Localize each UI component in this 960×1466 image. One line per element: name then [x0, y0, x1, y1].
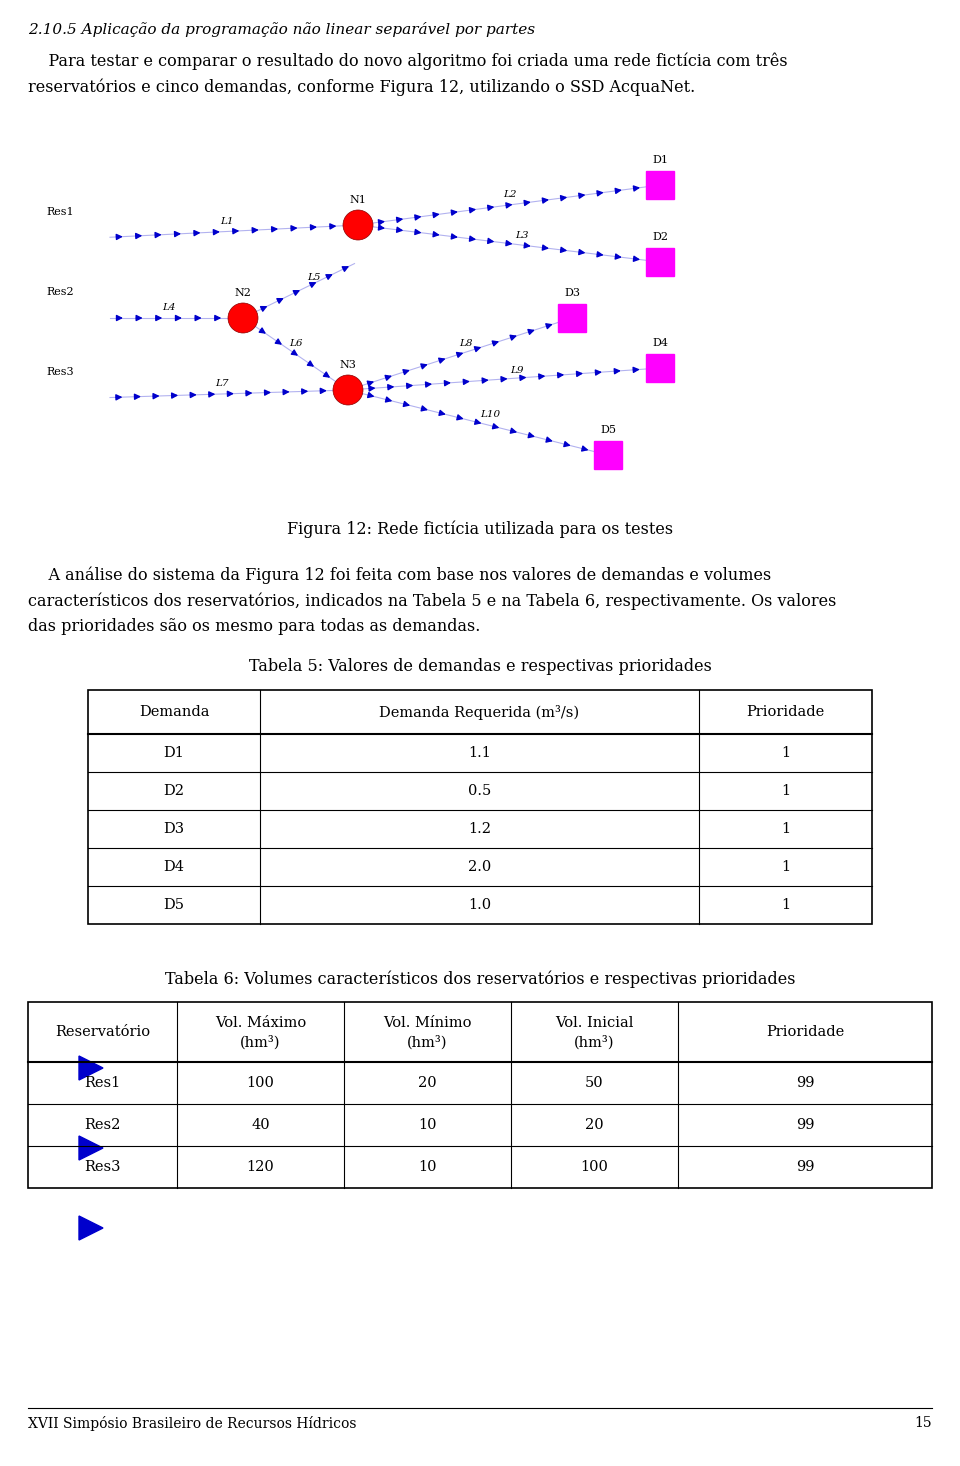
Bar	[88, 690, 872, 924]
Text: 40: 40	[252, 1119, 270, 1132]
Text: D2: D2	[163, 784, 184, 798]
Text: 99: 99	[796, 1119, 814, 1132]
Text: Demanda Requerida (m³/s): Demanda Requerida (m³/s)	[379, 705, 580, 720]
Text: 50: 50	[586, 1076, 604, 1091]
Text: 99: 99	[796, 1160, 814, 1174]
Text: N1: N1	[349, 195, 367, 205]
Polygon shape	[79, 1136, 103, 1160]
Text: 1.2: 1.2	[468, 822, 491, 836]
Text: 120: 120	[247, 1160, 275, 1174]
Bar	[558, 303, 586, 331]
Circle shape	[343, 210, 373, 240]
Text: 2.0: 2.0	[468, 861, 492, 874]
Text: Vol. Mínimo: Vol. Mínimo	[383, 1016, 471, 1031]
Text: Figura 12: Rede fictícia utilizada para os testes: Figura 12: Rede fictícia utilizada para …	[287, 520, 673, 538]
Text: L4: L4	[162, 303, 176, 312]
Text: 1.0: 1.0	[468, 899, 492, 912]
Text: Tabela 5: Valores de demandas e respectivas prioridades: Tabela 5: Valores de demandas e respecti…	[249, 658, 711, 674]
Text: XVII Simpósio Brasileiro de Recursos Hídricos: XVII Simpósio Brasileiro de Recursos Híd…	[28, 1416, 356, 1431]
Text: D5: D5	[163, 899, 184, 912]
Text: D4: D4	[163, 861, 184, 874]
Text: 1: 1	[780, 746, 790, 759]
Text: L5: L5	[307, 273, 321, 281]
Text: L7: L7	[215, 380, 228, 388]
Text: D2: D2	[652, 232, 668, 242]
Text: Demanda: Demanda	[139, 705, 209, 718]
Text: 10: 10	[419, 1119, 437, 1132]
Text: Res3: Res3	[46, 366, 74, 377]
Text: 20: 20	[586, 1119, 604, 1132]
Text: 99: 99	[796, 1076, 814, 1091]
Text: D5: D5	[600, 425, 616, 435]
Text: das prioridades são os mesmo para todas as demandas.: das prioridades são os mesmo para todas …	[28, 619, 480, 635]
Text: 1: 1	[780, 899, 790, 912]
Text: L3: L3	[515, 232, 528, 240]
Text: L2: L2	[503, 191, 516, 199]
Text: 10: 10	[419, 1160, 437, 1174]
Text: N2: N2	[234, 287, 252, 298]
Text: D3: D3	[564, 287, 580, 298]
Text: Para testar e comparar o resultado do novo algoritmo foi criada uma rede fictíci: Para testar e comparar o resultado do no…	[28, 51, 787, 69]
Text: (hm³): (hm³)	[240, 1035, 280, 1050]
Text: L10: L10	[480, 410, 500, 419]
Text: 100: 100	[581, 1160, 609, 1174]
Text: 15: 15	[914, 1416, 932, 1429]
Text: L6: L6	[289, 340, 302, 349]
Text: L8: L8	[459, 339, 472, 349]
Bar	[594, 441, 622, 469]
Text: D4: D4	[652, 339, 668, 347]
Text: 0.5: 0.5	[468, 784, 492, 798]
Polygon shape	[79, 1056, 103, 1080]
Text: 1: 1	[780, 784, 790, 798]
Text: Reservatório: Reservatório	[55, 1025, 150, 1039]
Text: Res2: Res2	[46, 287, 74, 298]
Text: 100: 100	[247, 1076, 275, 1091]
Text: Prioridade: Prioridade	[746, 705, 825, 718]
Text: reservatórios e cinco demandas, conforme Figura 12, utilizando o SSD AcquaNet.: reservatórios e cinco demandas, conforme…	[28, 78, 695, 95]
Text: L9: L9	[510, 366, 523, 375]
Text: 2.10.5 Aplicação da programação não linear separável por partes: 2.10.5 Aplicação da programação não line…	[28, 22, 535, 37]
Circle shape	[333, 375, 363, 405]
Text: Prioridade: Prioridade	[766, 1025, 844, 1039]
Text: Vol. Máximo: Vol. Máximo	[215, 1016, 306, 1031]
Text: (hm³): (hm³)	[574, 1035, 614, 1050]
Text: Vol. Inicial: Vol. Inicial	[555, 1016, 634, 1031]
Bar	[646, 248, 674, 276]
Text: D1: D1	[652, 155, 668, 166]
Polygon shape	[79, 1215, 103, 1240]
Bar	[646, 172, 674, 199]
Text: 1.1: 1.1	[468, 746, 491, 759]
Circle shape	[228, 303, 258, 333]
Text: 1: 1	[780, 861, 790, 874]
Bar	[28, 1001, 932, 1187]
Text: (hm³): (hm³)	[407, 1035, 447, 1050]
Text: característicos dos reservatórios, indicados na Tabela 5 e na Tabela 6, respecti: característicos dos reservatórios, indic…	[28, 592, 836, 610]
Bar	[646, 353, 674, 383]
Text: Res2: Res2	[84, 1119, 121, 1132]
Text: N3: N3	[340, 361, 356, 369]
Text: D3: D3	[163, 822, 184, 836]
Text: 1: 1	[780, 822, 790, 836]
Text: D1: D1	[163, 746, 184, 759]
Text: L1: L1	[220, 217, 233, 226]
Text: Res1: Res1	[84, 1076, 121, 1091]
Text: Res3: Res3	[84, 1160, 121, 1174]
Text: A análise do sistema da Figura 12 foi feita com base nos valores de demandas e v: A análise do sistema da Figura 12 foi fe…	[28, 566, 771, 583]
Text: Tabela 6: Volumes característicos dos reservatórios e respectivas prioridades: Tabela 6: Volumes característicos dos re…	[165, 970, 795, 988]
Text: Res1: Res1	[46, 207, 74, 217]
Text: 20: 20	[419, 1076, 437, 1091]
